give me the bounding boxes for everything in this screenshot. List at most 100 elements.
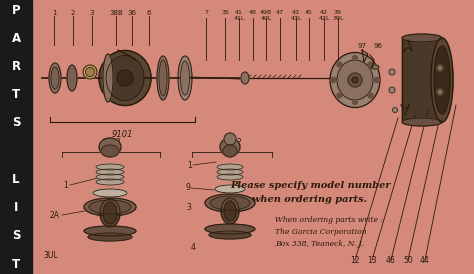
Bar: [402, 38, 442, 122]
Text: 9102: 9102: [222, 138, 242, 147]
Text: 45: 45: [305, 10, 313, 15]
Ellipse shape: [221, 198, 239, 224]
Ellipse shape: [103, 202, 117, 224]
Ellipse shape: [224, 201, 236, 221]
Ellipse shape: [96, 179, 124, 185]
Ellipse shape: [330, 53, 380, 107]
Ellipse shape: [181, 61, 190, 95]
Text: 1: 1: [52, 10, 56, 16]
Circle shape: [374, 78, 380, 82]
Ellipse shape: [437, 89, 443, 95]
Ellipse shape: [217, 174, 243, 180]
Circle shape: [368, 93, 373, 98]
Text: 3: 3: [90, 10, 94, 16]
Text: T: T: [12, 88, 20, 101]
Text: 42
42L: 42 42L: [318, 10, 330, 21]
Text: 1: 1: [63, 181, 68, 190]
Text: 9103: 9103: [101, 138, 121, 147]
Text: 43
43L: 43 43L: [290, 10, 302, 21]
Text: 50: 50: [403, 256, 413, 265]
Ellipse shape: [84, 198, 136, 216]
Ellipse shape: [84, 226, 136, 236]
Text: L: L: [12, 173, 20, 186]
Text: 2: 2: [71, 10, 75, 16]
Bar: [0, 0, 32, 274]
Text: R: R: [11, 60, 20, 73]
Ellipse shape: [437, 65, 443, 71]
Ellipse shape: [352, 77, 358, 83]
Ellipse shape: [99, 50, 151, 105]
Text: 2A: 2A: [50, 210, 60, 219]
Text: 12: 12: [350, 256, 360, 265]
Ellipse shape: [96, 164, 124, 170]
Ellipse shape: [215, 185, 245, 193]
Text: 1: 1: [187, 161, 192, 170]
Ellipse shape: [389, 87, 395, 93]
Circle shape: [353, 56, 357, 61]
Ellipse shape: [103, 54, 113, 102]
Ellipse shape: [431, 38, 453, 122]
Text: T: T: [12, 258, 20, 270]
Text: S: S: [12, 229, 20, 242]
Ellipse shape: [49, 63, 61, 93]
Circle shape: [330, 78, 336, 82]
Circle shape: [353, 99, 357, 104]
Ellipse shape: [99, 138, 121, 156]
Text: 3: 3: [186, 204, 191, 213]
Text: 9: 9: [185, 184, 190, 193]
Circle shape: [337, 62, 342, 67]
Ellipse shape: [337, 60, 373, 100]
Ellipse shape: [217, 164, 243, 170]
Text: 9101: 9101: [112, 130, 133, 139]
Ellipse shape: [402, 118, 442, 126]
Text: 49B
40L: 49B 40L: [260, 10, 272, 21]
Text: 44: 44: [420, 256, 430, 265]
Ellipse shape: [117, 70, 133, 86]
Ellipse shape: [93, 189, 127, 197]
Ellipse shape: [220, 138, 240, 156]
Ellipse shape: [205, 224, 255, 234]
Text: When ordering parts write :: When ordering parts write :: [275, 216, 383, 224]
Text: 47: 47: [276, 10, 284, 15]
Text: 35: 35: [221, 10, 229, 15]
Text: 97: 97: [357, 43, 366, 49]
Ellipse shape: [217, 169, 243, 175]
Text: Please specify model number: Please specify model number: [230, 181, 390, 190]
Ellipse shape: [157, 56, 169, 100]
Ellipse shape: [159, 60, 167, 96]
Text: 36: 36: [128, 10, 137, 16]
Text: 4: 4: [191, 244, 196, 253]
Ellipse shape: [51, 67, 59, 89]
Ellipse shape: [205, 194, 255, 212]
Text: 46: 46: [386, 256, 396, 265]
Ellipse shape: [96, 169, 124, 175]
Ellipse shape: [223, 145, 237, 157]
Ellipse shape: [67, 65, 77, 91]
Ellipse shape: [89, 200, 131, 214]
Ellipse shape: [371, 65, 379, 69]
Text: when ordering parts.: when ordering parts.: [253, 196, 367, 204]
Text: P: P: [12, 4, 20, 16]
Text: 7: 7: [204, 10, 208, 15]
Text: The Garcia Corporation: The Garcia Corporation: [275, 228, 366, 236]
Ellipse shape: [101, 145, 119, 157]
Ellipse shape: [106, 56, 144, 101]
Text: 13: 13: [367, 256, 377, 265]
Text: 3UL: 3UL: [44, 250, 58, 259]
Text: 96: 96: [374, 43, 383, 49]
Ellipse shape: [83, 65, 97, 79]
Ellipse shape: [389, 69, 395, 75]
Ellipse shape: [241, 72, 249, 84]
Ellipse shape: [402, 34, 442, 42]
Ellipse shape: [88, 233, 132, 241]
Text: Box 338, Teaneck, N. J.: Box 338, Teaneck, N. J.: [275, 240, 364, 248]
Text: 41
41L: 41 41L: [233, 10, 245, 21]
Text: S: S: [12, 116, 20, 129]
Text: 48: 48: [249, 10, 257, 15]
Text: 39
39L: 39 39L: [332, 10, 344, 21]
Text: A: A: [11, 32, 20, 45]
Ellipse shape: [96, 174, 124, 180]
Ellipse shape: [209, 231, 251, 239]
Ellipse shape: [392, 107, 398, 113]
Ellipse shape: [348, 73, 362, 87]
